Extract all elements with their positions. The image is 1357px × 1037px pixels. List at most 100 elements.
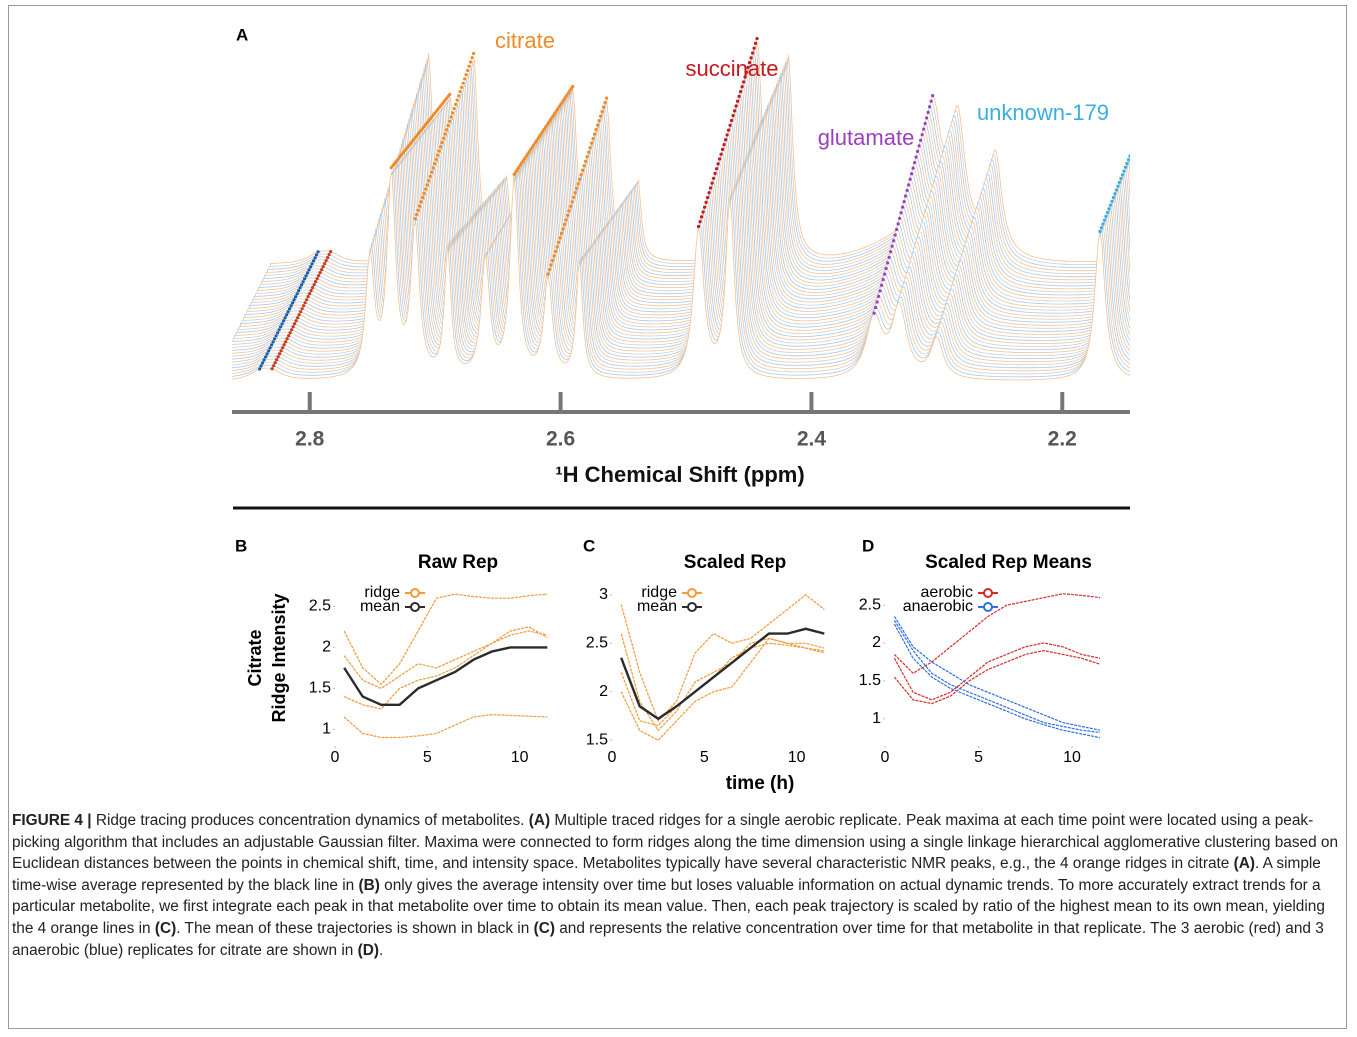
ridge-dot [262, 358, 266, 362]
ridge-dot [312, 283, 316, 287]
ridge-dot [928, 105, 932, 109]
ridge-dot [469, 60, 473, 64]
ridge-dot [926, 110, 930, 114]
caption-text: and represents the relative concentratio… [12, 919, 1324, 959]
caption-text: (D) [357, 941, 379, 959]
ridge-dot [458, 90, 462, 94]
ridge-dot [321, 265, 325, 269]
series-line [620, 633, 825, 732]
ridge-dot [884, 266, 888, 271]
y-tick-label: 1.5 [309, 680, 331, 697]
ridge-dot [523, 156, 527, 161]
ridge-dot [931, 94, 935, 98]
x-axis-label: ¹H Chemical Shift (ppm) [555, 462, 804, 487]
ridge-dot [439, 145, 443, 149]
ridge-dot [315, 277, 319, 281]
ridge-dot [436, 153, 440, 157]
ridge-dot [890, 244, 894, 248]
ridge-dot [1108, 203, 1112, 207]
ridge-dot [589, 141, 594, 145]
ridge-dot [308, 292, 312, 296]
ridge-dot [892, 239, 896, 243]
ridge-dot [749, 56, 753, 60]
ridge-dot [527, 150, 531, 154]
ridge-dot [532, 143, 536, 147]
ridge-dot [702, 205, 707, 209]
ridge-dot [515, 168, 519, 172]
ridge-dot [463, 77, 467, 81]
ridge-dot [585, 155, 589, 159]
chart-title: Raw Rep [418, 552, 498, 573]
ridge-dot [734, 104, 738, 108]
ridge-dot [275, 331, 280, 335]
ridge-dot [705, 195, 710, 200]
ridge-dot [568, 204, 573, 208]
x-tick-label: 0 [608, 749, 617, 766]
ridge-dot [716, 162, 720, 166]
ridge-dot [521, 159, 525, 163]
panel-letter: D [862, 536, 874, 555]
ridge-dot [1131, 147, 1134, 150]
ridge-dot [517, 165, 521, 170]
ridge-dot [288, 331, 292, 335]
ridge-dot [753, 41, 758, 45]
y-tick-label: 2.5 [586, 635, 608, 652]
ridge-dot [280, 322, 284, 326]
ridge-dot [314, 280, 318, 284]
ridge-dot [567, 209, 571, 213]
ridge-dot [1128, 154, 1130, 158]
ridge-dot [1142, 120, 1145, 123]
ridge-dot [899, 211, 903, 215]
ridge-dot [413, 217, 417, 221]
ridge-dot [699, 215, 704, 219]
ridge-dot [1149, 101, 1152, 104]
ridge-dot [299, 283, 304, 287]
ridge-dot [266, 349, 271, 353]
ridge-dot [925, 116, 929, 120]
ridge-dot [872, 311, 876, 315]
ridge-dot [580, 168, 585, 172]
x-tick-label: 2.8 [295, 428, 325, 451]
ridge-dot [530, 145, 534, 149]
ridge-dot [738, 89, 743, 94]
ridge-dot [425, 183, 429, 187]
ridge-dot [309, 289, 313, 293]
ridge-dot [565, 93, 569, 98]
caption-text: (B) [358, 876, 380, 894]
ridge-dot [719, 152, 723, 156]
y-tick-label: 3 [599, 586, 608, 603]
ridge-dot [317, 274, 321, 278]
ridge-dot [297, 313, 301, 317]
ridge-dot [908, 177, 912, 181]
ridge-dot [1126, 158, 1130, 162]
y-tick-label: 2 [872, 634, 881, 651]
series-line [893, 642, 1101, 701]
ridge-dot [277, 328, 281, 332]
ridge-dot [283, 316, 287, 320]
legend-label: mean [360, 598, 400, 615]
ridge-dot [275, 358, 279, 362]
ridge-dot [308, 265, 313, 269]
ridge-dot [538, 134, 542, 138]
legend-label: ridge [364, 584, 400, 601]
ridge-dot [451, 111, 455, 115]
ridge-dot [287, 334, 291, 338]
ridge-dot [314, 253, 319, 257]
ridge-dot [276, 355, 280, 359]
ridge-dot [562, 98, 566, 102]
ridge-dot [454, 102, 458, 106]
ridge-dot [545, 123, 549, 127]
ridge-dot [512, 172, 516, 176]
ridge-dot [520, 161, 524, 165]
ridge-dot [416, 208, 420, 212]
series-line [893, 649, 1101, 705]
ridge-dot [582, 164, 586, 168]
ridge-dot [428, 174, 432, 178]
ridge-dot [601, 105, 606, 109]
ridge-dot [886, 261, 890, 265]
ridge-dot [533, 141, 537, 145]
ridge-dot [263, 355, 268, 359]
ridge-dot [448, 92, 452, 97]
ridge-dot [421, 195, 425, 200]
ridge-dot [305, 271, 310, 275]
